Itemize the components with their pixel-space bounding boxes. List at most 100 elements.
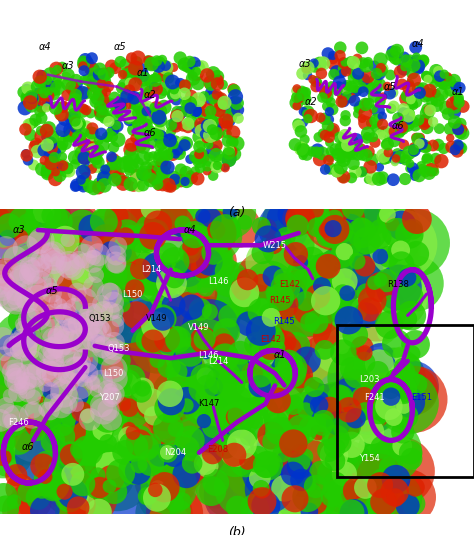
Point: [206, 94, 214, 102]
Point: [344, 459, 352, 468]
Point: [33, 263, 41, 272]
Point: [70, 336, 77, 345]
Point: [176, 54, 184, 62]
Point: [207, 131, 214, 140]
Point: [162, 475, 170, 484]
Point: [114, 496, 122, 505]
Point: [320, 263, 328, 272]
Point: [409, 225, 416, 233]
Point: [326, 404, 334, 412]
Point: [412, 168, 419, 177]
Point: [59, 133, 67, 141]
Point: [325, 133, 333, 142]
Point: [386, 126, 394, 135]
Point: [340, 97, 348, 106]
Point: [116, 263, 124, 271]
Point: [60, 347, 68, 356]
Point: [217, 95, 224, 104]
Point: [262, 502, 270, 510]
Point: [127, 231, 135, 240]
Point: [170, 85, 178, 94]
Point: [184, 123, 192, 132]
Point: [228, 379, 235, 388]
Point: [59, 161, 67, 170]
Point: [92, 387, 100, 395]
Point: [72, 91, 80, 100]
Point: [99, 80, 106, 88]
Point: [0, 270, 6, 278]
Point: [73, 397, 81, 406]
Point: [80, 182, 87, 191]
Point: [39, 462, 46, 470]
Point: [335, 151, 343, 159]
Point: [404, 293, 412, 302]
Point: [56, 398, 64, 406]
Point: [409, 69, 416, 78]
Point: [397, 67, 404, 76]
Point: [397, 127, 404, 135]
Point: [382, 140, 390, 149]
Point: [235, 434, 243, 442]
Point: [376, 81, 383, 89]
Point: [397, 350, 404, 359]
Point: [6, 392, 14, 400]
Point: [387, 300, 394, 309]
Point: [297, 319, 304, 327]
Point: [376, 233, 383, 241]
Point: [64, 400, 72, 409]
Point: [7, 426, 15, 434]
Point: [144, 233, 152, 242]
Point: [412, 52, 420, 61]
Point: [146, 172, 153, 180]
Point: [82, 367, 89, 376]
Point: [129, 429, 137, 437]
Point: [20, 88, 27, 96]
Point: [400, 140, 408, 149]
Point: [339, 174, 347, 182]
Point: [177, 165, 185, 174]
Point: [124, 462, 132, 470]
Point: [224, 367, 232, 376]
Point: [52, 248, 59, 256]
Point: [248, 458, 256, 467]
Point: [46, 407, 54, 415]
Point: [170, 173, 178, 182]
Point: [126, 466, 134, 475]
Point: [2, 269, 9, 277]
Point: [21, 354, 28, 362]
Point: [40, 368, 48, 376]
Point: [428, 90, 435, 98]
Point: [90, 335, 97, 343]
Point: [64, 305, 72, 314]
Point: [225, 146, 233, 154]
Point: [128, 374, 136, 383]
Point: [73, 319, 80, 328]
Point: [299, 479, 306, 488]
Point: [17, 232, 25, 241]
Point: [153, 225, 161, 234]
Point: [314, 78, 322, 87]
Point: [98, 263, 105, 272]
Point: [143, 492, 151, 500]
Point: [154, 484, 162, 492]
Point: [233, 491, 240, 500]
Point: [36, 107, 44, 116]
Point: [400, 64, 408, 73]
Point: [97, 377, 105, 386]
Point: [49, 85, 57, 93]
Point: [396, 446, 403, 454]
Point: [198, 257, 206, 265]
Point: [212, 411, 220, 419]
Point: [155, 58, 163, 67]
Point: [59, 125, 67, 134]
Point: [61, 163, 69, 171]
Point: [26, 385, 34, 393]
Point: [157, 89, 165, 97]
Point: [12, 292, 19, 301]
Point: [110, 487, 118, 495]
Point: [206, 140, 213, 148]
Point: [264, 280, 272, 288]
Point: [4, 411, 11, 420]
Point: [359, 395, 366, 403]
Point: [125, 67, 133, 75]
